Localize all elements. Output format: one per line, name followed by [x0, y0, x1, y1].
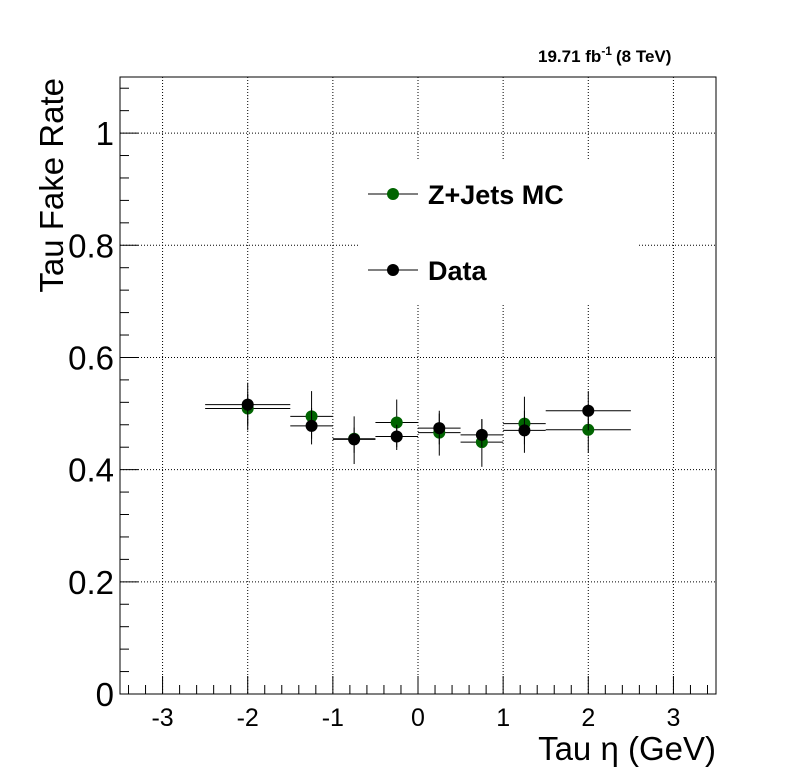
x-tick-label: -2: [237, 704, 259, 732]
axis-ticks: -3 -2 -1 0 1 2 3 0 0.2 0.4 0.6 0.8 1: [68, 87, 708, 732]
luminosity-label: 19.71 fb-1 (8 TeV): [538, 44, 671, 66]
data-point: [348, 433, 361, 446]
y-tick-label: 1: [96, 115, 114, 152]
data-marks: [205, 382, 631, 467]
y-tick-label: 0.2: [68, 564, 114, 601]
energy-label: (8 TeV): [616, 47, 671, 66]
y-tick-label: 0.8: [68, 227, 114, 264]
y-tick-label: 0.6: [68, 339, 114, 376]
plot-frame: [119, 76, 717, 695]
legend-label-data: Data: [428, 256, 488, 286]
data-point: [305, 419, 318, 432]
y-axis-title: Tau Fake Rate: [33, 78, 70, 293]
y-tick-label: 0.4: [68, 452, 114, 489]
x-axis-title: Tau η (GeV): [538, 730, 716, 767]
data-point: [390, 416, 403, 429]
x-tick-label: 0: [411, 704, 425, 732]
data-point: [433, 422, 446, 435]
luminosity-value: 19.71 fb: [538, 47, 601, 66]
legend-marker-data: [387, 264, 399, 276]
data-point: [390, 430, 403, 443]
x-tick-label: 3: [666, 704, 680, 732]
x-tick-label: 2: [581, 704, 595, 732]
x-tick-label: 1: [496, 704, 510, 732]
legend-label-zjets: Z+Jets MC: [428, 180, 564, 210]
data-point: [475, 428, 488, 441]
x-tick-label: -3: [151, 704, 173, 732]
legend: Z+Jets MC Data: [358, 160, 638, 305]
legend-background: [358, 160, 638, 305]
luminosity-exponent: -1: [601, 44, 612, 58]
series-data: [205, 382, 631, 465]
data-point: [582, 404, 595, 417]
legend-marker-zjets: [387, 188, 399, 200]
data-point: [241, 398, 254, 411]
data-point: [518, 424, 531, 437]
y-tick-label: 0: [96, 676, 114, 713]
x-tick-label: -1: [322, 704, 344, 732]
